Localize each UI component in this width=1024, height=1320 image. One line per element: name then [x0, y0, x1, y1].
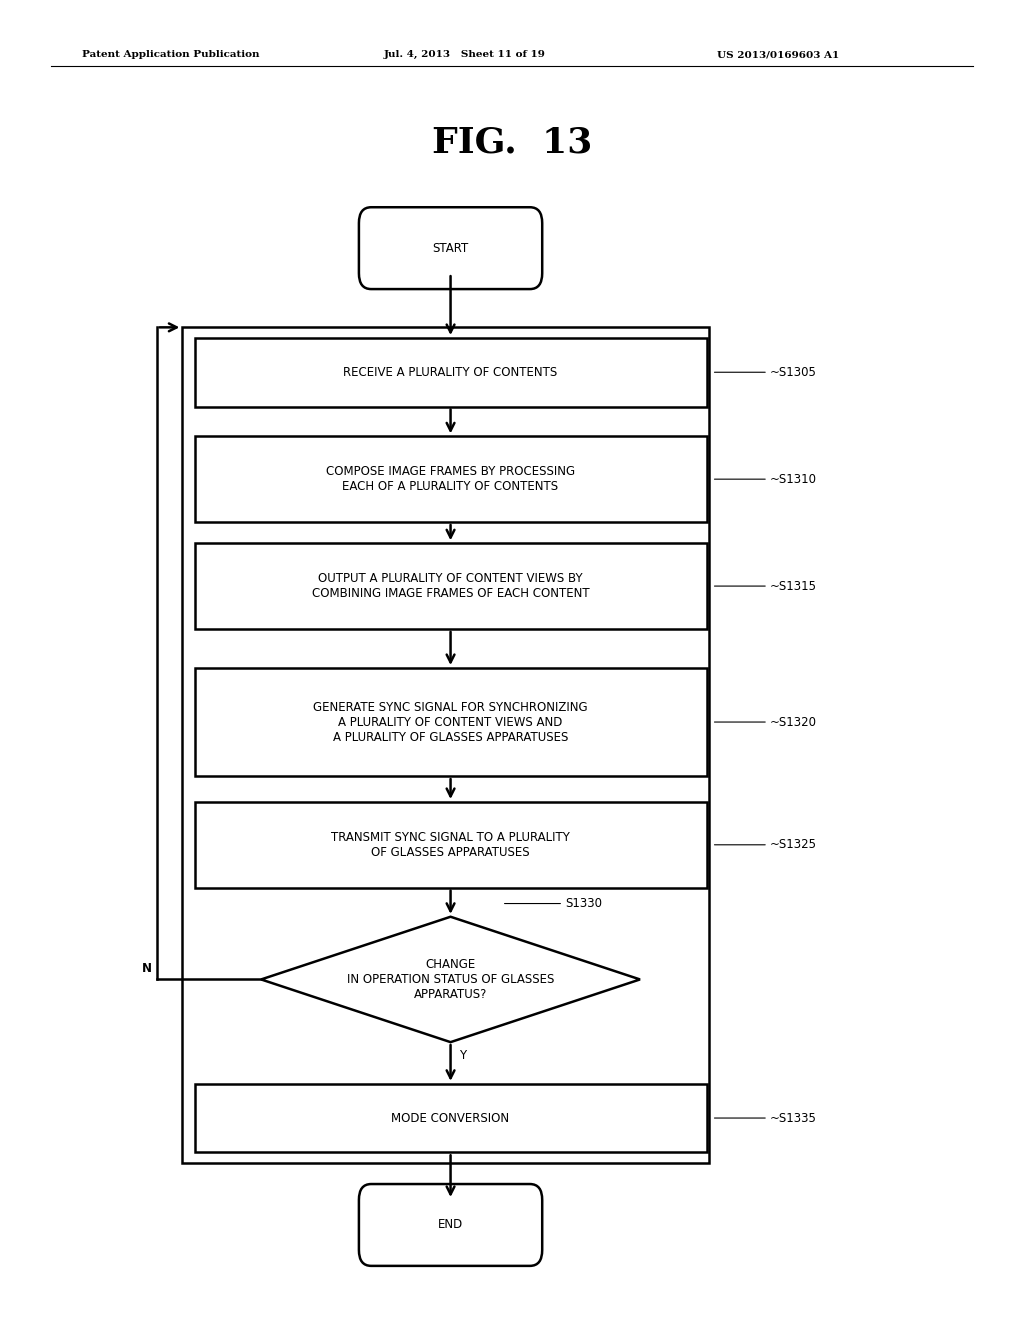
Text: ~S1310: ~S1310 [770, 473, 817, 486]
Text: START: START [432, 242, 469, 255]
Text: ~S1315: ~S1315 [770, 579, 817, 593]
Bar [182, 327, 709, 1163]
Text: COMPOSE IMAGE FRAMES BY PROCESSING
EACH OF A PLURALITY OF CONTENTS: COMPOSE IMAGE FRAMES BY PROCESSING EACH … [326, 465, 575, 494]
Text: ~S1305: ~S1305 [770, 366, 817, 379]
Bar [195, 668, 707, 776]
Text: Jul. 4, 2013   Sheet 11 of 19: Jul. 4, 2013 Sheet 11 of 19 [384, 50, 546, 59]
Text: OUTPUT A PLURALITY OF CONTENT VIEWS BY
COMBINING IMAGE FRAMES OF EACH CONTENT: OUTPUT A PLURALITY OF CONTENT VIEWS BY C… [311, 572, 590, 601]
Text: MODE CONVERSION: MODE CONVERSION [391, 1111, 510, 1125]
Bar [195, 801, 707, 887]
Text: RECEIVE A PLURALITY OF CONTENTS: RECEIVE A PLURALITY OF CONTENTS [343, 366, 558, 379]
Text: ~S1335: ~S1335 [770, 1111, 817, 1125]
Bar [195, 1084, 707, 1152]
Bar [195, 544, 707, 628]
Text: ~S1320: ~S1320 [770, 715, 817, 729]
Text: S1330: S1330 [565, 898, 602, 909]
Text: END: END [438, 1218, 463, 1232]
Text: N: N [141, 962, 152, 975]
Text: CHANGE
IN OPERATION STATUS OF GLASSES
APPARATUS?: CHANGE IN OPERATION STATUS OF GLASSES AP… [347, 958, 554, 1001]
FancyBboxPatch shape [358, 1184, 543, 1266]
Bar [195, 436, 707, 521]
Text: FIG.  13: FIG. 13 [432, 125, 592, 160]
Text: US 2013/0169603 A1: US 2013/0169603 A1 [717, 50, 839, 59]
FancyBboxPatch shape [358, 207, 543, 289]
Polygon shape [261, 916, 640, 1043]
Bar [195, 338, 707, 407]
Text: TRANSMIT SYNC SIGNAL TO A PLURALITY
OF GLASSES APPARATUSES: TRANSMIT SYNC SIGNAL TO A PLURALITY OF G… [331, 830, 570, 859]
Text: Y: Y [460, 1048, 466, 1061]
Text: GENERATE SYNC SIGNAL FOR SYNCHRONIZING
A PLURALITY OF CONTENT VIEWS AND
A PLURAL: GENERATE SYNC SIGNAL FOR SYNCHRONIZING A… [313, 701, 588, 743]
Text: ~S1325: ~S1325 [770, 838, 817, 851]
Text: Patent Application Publication: Patent Application Publication [82, 50, 259, 59]
